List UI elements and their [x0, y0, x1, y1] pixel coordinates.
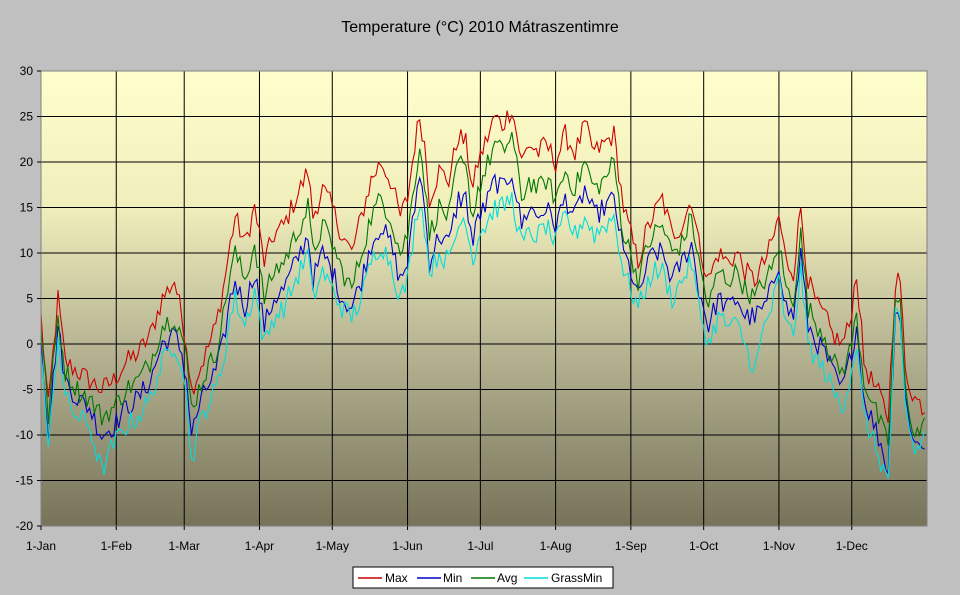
legend-label-max: Max	[385, 571, 408, 585]
y-tick-label: 0	[26, 337, 33, 351]
y-tick-label: -10	[16, 428, 34, 442]
y-tick-label: 15	[20, 201, 34, 215]
x-tick-label: 1-Sep	[615, 539, 647, 553]
y-tick-label: -15	[16, 474, 34, 488]
y-tick-label: -20	[16, 519, 34, 533]
x-tick-label: 1-Mar	[169, 539, 200, 553]
y-tick-label: 25	[20, 110, 34, 124]
chart-title: Temperature (°C) 2010 Mátraszentimre	[341, 19, 619, 36]
y-tick-label: 5	[26, 292, 33, 306]
y-tick-label: 20	[20, 155, 34, 169]
legend-label-min: Min	[443, 571, 462, 585]
x-tick-label: 1-Apr	[245, 539, 274, 553]
series-line-avg	[40, 131, 926, 446]
x-tick-label: 1-May	[316, 539, 349, 553]
x-tick-label: 1-Jun	[393, 539, 423, 553]
x-tick-label: 1-Aug	[540, 539, 572, 553]
x-axis: 1-Jan 1-Feb 1-Mar 1-Apr 1-May 1-Jun 1-Jul 1-Aug…	[26, 526, 868, 553]
x-tick-label: 1-Jan	[26, 539, 56, 553]
x-tick-label: 1-Jul	[467, 539, 493, 553]
series-group	[40, 110, 926, 479]
legend-label-grassmin: GrassMin	[551, 571, 602, 585]
y-tick-label: 30	[20, 64, 34, 78]
x-tick-label: 1-Oct	[689, 539, 719, 553]
legend-label-avg: Avg	[497, 571, 517, 585]
y-tick-label: 10	[20, 246, 34, 260]
x-tick-label: 1-Dec	[836, 539, 868, 553]
series-line-grassmin	[40, 192, 926, 479]
x-tick-label: 1-Nov	[763, 539, 795, 553]
y-tick-label: -5	[22, 383, 33, 397]
y-axis: 30 25 20 15 10 5 0 -5 -10 -15 -20	[16, 64, 41, 533]
series-line-min	[40, 173, 925, 476]
x-tick-label: 1-Feb	[101, 539, 133, 553]
legend: Max Min Avg GrassMin	[352, 566, 614, 589]
series-line-max	[40, 110, 925, 424]
